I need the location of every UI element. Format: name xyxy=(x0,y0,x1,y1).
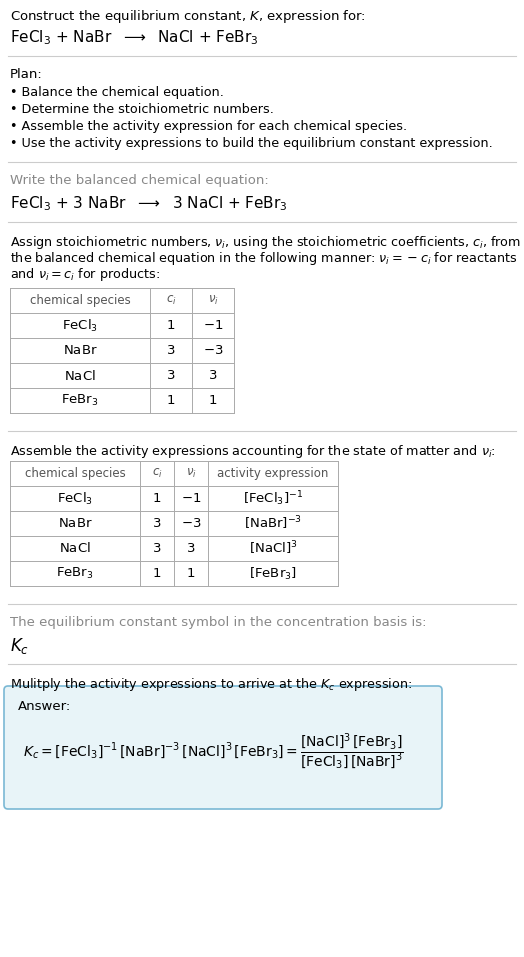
Text: $K_c = [\mathrm{FeCl_3}]^{-1}\,[\mathrm{NaBr}]^{-3}\,[\mathrm{NaCl}]^{3}\,[\math: $K_c = [\mathrm{FeCl_3}]^{-1}\,[\mathrm{… xyxy=(23,732,403,772)
Text: • Determine the stoichiometric numbers.: • Determine the stoichiometric numbers. xyxy=(10,103,274,116)
Text: 1: 1 xyxy=(167,319,175,332)
Text: 3: 3 xyxy=(167,369,175,382)
Text: Construct the equilibrium constant, $K$, expression for:: Construct the equilibrium constant, $K$,… xyxy=(10,8,366,25)
Text: • Use the activity expressions to build the equilibrium constant expression.: • Use the activity expressions to build … xyxy=(10,137,493,150)
Text: $\mathrm{NaBr}$: $\mathrm{NaBr}$ xyxy=(58,517,92,530)
Text: The equilibrium constant symbol in the concentration basis is:: The equilibrium constant symbol in the c… xyxy=(10,616,427,629)
Text: $\mathrm{NaBr}$: $\mathrm{NaBr}$ xyxy=(63,344,97,357)
Bar xyxy=(10,288,234,313)
Text: 1: 1 xyxy=(153,492,161,505)
Text: • Assemble the activity expression for each chemical species.: • Assemble the activity expression for e… xyxy=(10,120,407,133)
Text: $c_i$: $c_i$ xyxy=(166,294,177,307)
Bar xyxy=(10,461,338,486)
Text: $\mathrm{FeBr_3}$: $\mathrm{FeBr_3}$ xyxy=(61,393,99,408)
Bar xyxy=(10,313,234,338)
Text: chemical species: chemical species xyxy=(25,467,125,480)
Bar xyxy=(10,486,338,511)
Text: chemical species: chemical species xyxy=(30,294,130,307)
Text: the balanced chemical equation in the following manner: $\nu_i = -c_i$ for react: the balanced chemical equation in the fo… xyxy=(10,250,517,267)
Text: 3: 3 xyxy=(153,542,161,555)
Text: $3$: $3$ xyxy=(187,542,195,555)
Text: $-3$: $-3$ xyxy=(203,344,223,357)
Text: $[\mathrm{FeBr_3}]$: $[\mathrm{FeBr_3}]$ xyxy=(249,566,297,582)
Text: 1: 1 xyxy=(153,567,161,580)
Text: $[\mathrm{FeCl_3}]^{-1}$: $[\mathrm{FeCl_3}]^{-1}$ xyxy=(243,489,303,508)
Text: $-1$: $-1$ xyxy=(181,492,201,505)
Text: $\mathrm{FeCl_3}$: $\mathrm{FeCl_3}$ xyxy=(62,318,98,334)
Text: 3: 3 xyxy=(153,517,161,530)
Text: $-1$: $-1$ xyxy=(203,319,223,332)
Text: $\nu_i$: $\nu_i$ xyxy=(208,294,219,307)
Bar xyxy=(10,511,338,536)
Text: $1$: $1$ xyxy=(187,567,195,580)
Text: Plan:: Plan: xyxy=(10,68,43,81)
Text: $\nu_i$: $\nu_i$ xyxy=(185,467,196,480)
Text: Write the balanced chemical equation:: Write the balanced chemical equation: xyxy=(10,174,269,187)
Text: $\mathrm{NaCl}$: $\mathrm{NaCl}$ xyxy=(64,368,96,383)
Bar xyxy=(10,338,234,363)
Text: $\mathrm{FeBr_3}$: $\mathrm{FeBr_3}$ xyxy=(56,566,94,581)
Text: and $\nu_i = c_i$ for products:: and $\nu_i = c_i$ for products: xyxy=(10,266,160,283)
Bar xyxy=(10,388,234,413)
Text: $\mathrm{FeCl_3}$: $\mathrm{FeCl_3}$ xyxy=(57,490,93,506)
Bar xyxy=(10,536,338,561)
Text: activity expression: activity expression xyxy=(217,467,329,480)
Text: Assign stoichiometric numbers, $\nu_i$, using the stoichiometric coefficients, $: Assign stoichiometric numbers, $\nu_i$, … xyxy=(10,234,521,251)
Text: Assemble the activity expressions accounting for the state of matter and $\nu_i$: Assemble the activity expressions accoun… xyxy=(10,443,496,460)
Text: $3$: $3$ xyxy=(209,369,217,382)
Text: $\mathrm{NaCl}$: $\mathrm{NaCl}$ xyxy=(59,542,91,555)
Text: $[\mathrm{NaBr}]^{-3}$: $[\mathrm{NaBr}]^{-3}$ xyxy=(244,515,302,532)
Text: Answer:: Answer: xyxy=(18,700,71,713)
Text: 3: 3 xyxy=(167,344,175,357)
Text: Mulitply the activity expressions to arrive at the $K_c$ expression:: Mulitply the activity expressions to arr… xyxy=(10,676,412,693)
Text: $\mathrm{FeCl_3}$ + 3 $\mathrm{NaBr}$  $\longrightarrow$  3 $\mathrm{NaCl}$ + $\: $\mathrm{FeCl_3}$ + 3 $\mathrm{NaBr}$ $\… xyxy=(10,194,288,212)
FancyBboxPatch shape xyxy=(4,686,442,809)
Text: $1$: $1$ xyxy=(209,394,217,407)
Text: $c_i$: $c_i$ xyxy=(151,467,162,480)
Text: $[\mathrm{NaCl}]^{3}$: $[\mathrm{NaCl}]^{3}$ xyxy=(249,540,297,557)
Text: $\mathrm{FeCl_3}$ + $\mathrm{NaBr}$  $\longrightarrow$  $\mathrm{NaCl}$ + $\math: $\mathrm{FeCl_3}$ + $\mathrm{NaBr}$ $\lo… xyxy=(10,28,259,47)
Text: $K_c$: $K_c$ xyxy=(10,636,29,656)
Bar xyxy=(10,363,234,388)
Bar xyxy=(10,561,338,586)
Text: • Balance the chemical equation.: • Balance the chemical equation. xyxy=(10,86,224,99)
Text: $-3$: $-3$ xyxy=(181,517,201,530)
Text: 1: 1 xyxy=(167,394,175,407)
